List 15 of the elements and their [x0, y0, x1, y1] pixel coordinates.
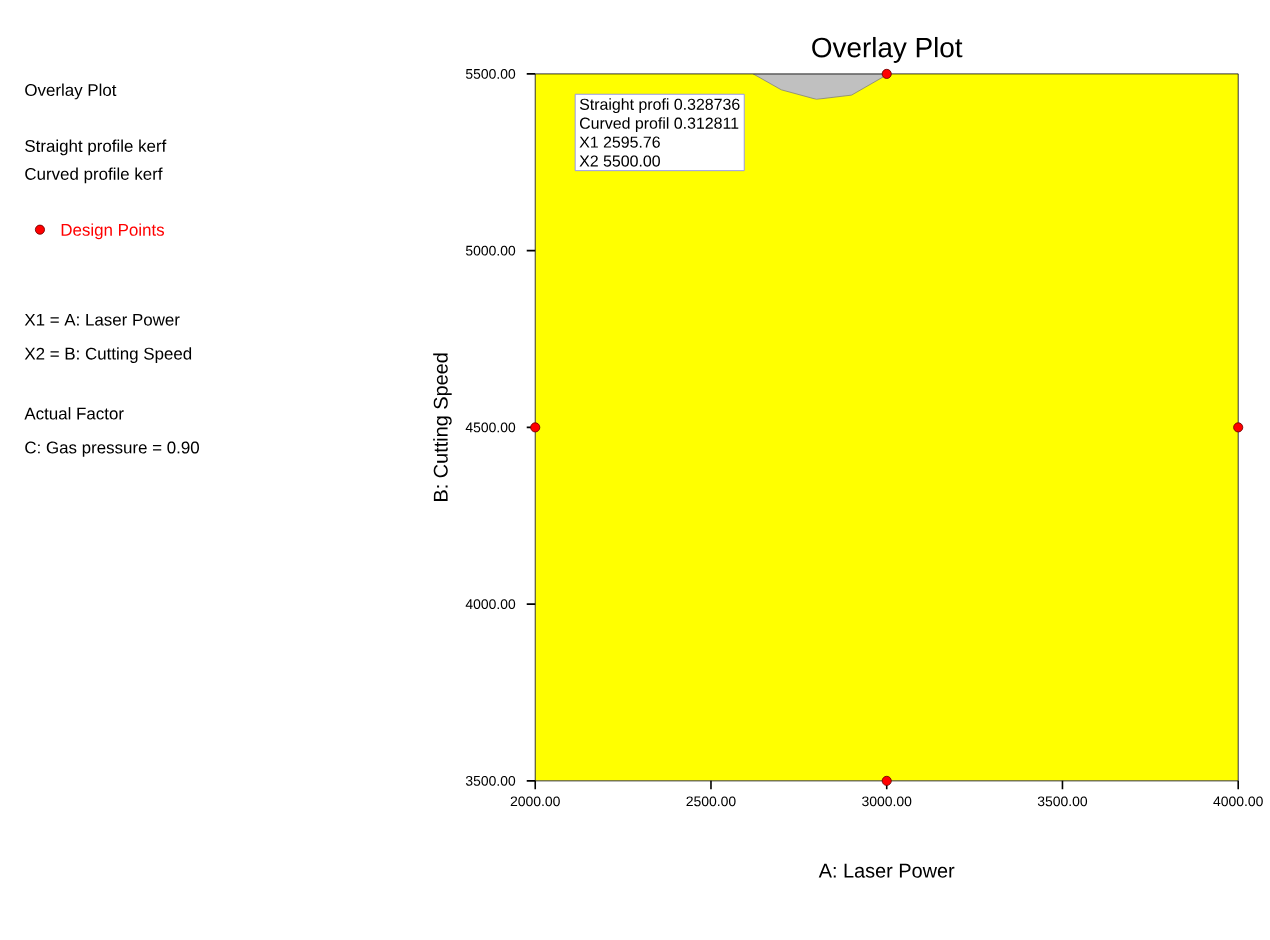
chart-title: Overlay Plot: [812, 36, 963, 63]
text: X2 = B: Cutting Speed: [24, 346, 192, 363]
point: [1233, 422, 1244, 433]
x-axis-title: A: Laser Power: [818, 863, 955, 878]
legend-label: Design Points: [61, 223, 165, 239]
point: [881, 68, 892, 79]
text: Overlay Plot: [25, 83, 117, 100]
text: C: Gas pressure = 0.90: [25, 441, 199, 457]
point: [530, 422, 541, 433]
point: [881, 775, 892, 786]
text: Actual Factor: [24, 406, 124, 420]
text: Curved profile kerf: [25, 167, 163, 183]
text: Straight profile kerf: [25, 139, 167, 155]
y-axis-title: B: Cutting Speed: [433, 353, 452, 501]
text: X1 = A: Laser Power: [24, 313, 180, 326]
